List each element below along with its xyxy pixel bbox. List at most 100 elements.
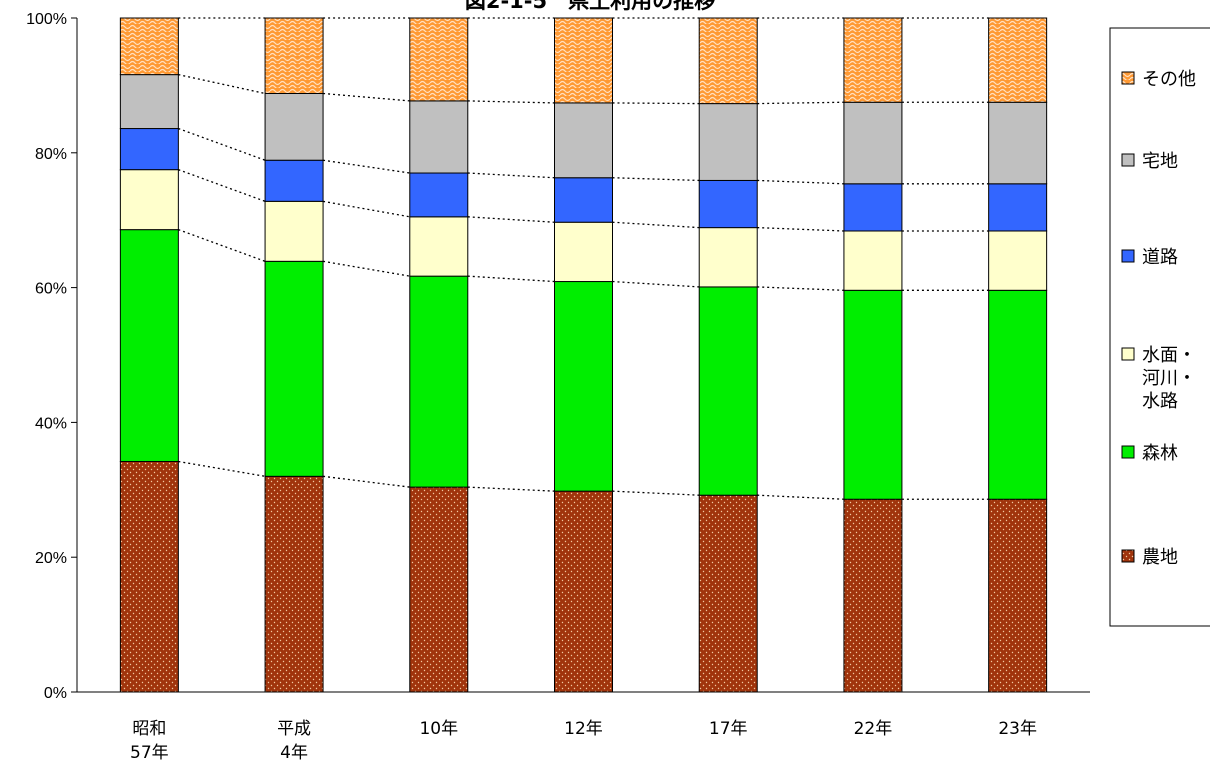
y-tick-label: 60% <box>35 281 67 298</box>
connector-line <box>757 286 844 291</box>
legend-swatch <box>1121 347 1135 361</box>
bar-segment-3-4 <box>554 221 613 283</box>
bar-segment-6-2 <box>264 17 324 94</box>
bar-segment-3-6 <box>843 230 903 291</box>
bar-segment-4-5 <box>698 179 758 229</box>
bar-segment-4-4 <box>554 177 613 223</box>
connector-line <box>322 260 410 277</box>
connector-line <box>612 280 700 288</box>
x-tick-label: 昭和 <box>132 719 166 739</box>
legend-box <box>1109 27 1210 627</box>
bar-segment-5-1 <box>119 74 179 130</box>
bar-segment-1-7 <box>988 498 1048 693</box>
connector-line <box>467 172 555 179</box>
bar-segment-3-3 <box>409 216 469 277</box>
bar-segment-5-7 <box>988 101 1048 185</box>
bar-segment-6-1 <box>119 17 179 76</box>
bar-segment-2-2 <box>264 260 324 477</box>
bar-segment-2-6 <box>843 289 903 500</box>
connector-line <box>178 229 266 262</box>
bar-segment-4-1 <box>119 128 179 171</box>
connector-line <box>757 226 844 232</box>
x-tick-label: 10年 <box>419 719 458 739</box>
bar-segment-2-5 <box>698 286 758 496</box>
legend-swatch <box>1121 549 1135 563</box>
bar-segment-6-4 <box>554 17 613 104</box>
bar-segment-6-6 <box>843 17 903 103</box>
bar-segment-5-5 <box>698 103 758 181</box>
x-tick-label: 22年 <box>854 719 893 739</box>
x-tick-label: 23年 <box>998 719 1037 739</box>
bar-segment-6-7 <box>988 17 1048 103</box>
bar-segment-1-6 <box>843 498 903 693</box>
bar-segment-3-1 <box>119 169 179 231</box>
connector-line <box>467 216 555 223</box>
legend-label: 水路 <box>1142 391 1178 412</box>
legend-label: 道路 <box>1142 247 1178 268</box>
bar-segment-3-2 <box>264 200 324 262</box>
legend-label: 河川・ <box>1142 368 1196 389</box>
bar-segment-1-2 <box>264 475 324 693</box>
bar-segment-5-4 <box>554 102 613 179</box>
connector-line <box>467 486 555 492</box>
y-tick-label: 20% <box>35 550 67 567</box>
chart-title: 図2-1-5 県土利用の推移 <box>465 0 715 13</box>
connector-line <box>612 221 700 229</box>
bar-segment-1-5 <box>698 494 758 693</box>
bar-segment-2-3 <box>409 275 469 488</box>
connector-line <box>467 275 555 283</box>
connector-line <box>178 169 266 202</box>
bar-segment-3-5 <box>698 227 758 288</box>
legend-label: 森林 <box>1142 443 1178 464</box>
connector-line <box>322 475 410 488</box>
bar-segment-2-7 <box>988 289 1048 500</box>
connector-line <box>467 100 555 104</box>
connector-line <box>612 102 700 105</box>
x-axis-labels: 昭和 57年 平成 4年 10年 12年 17年 22年 23年 <box>130 719 1037 763</box>
connector-line <box>178 73 266 95</box>
x-tick-label: 17年 <box>709 719 748 739</box>
bar-segment-4-2 <box>264 159 324 202</box>
bar-segment-3-7 <box>988 230 1048 291</box>
bar-segment-2-4 <box>554 281 613 492</box>
legend-label: 水面・ <box>1142 345 1196 366</box>
bar-stacks <box>119 17 1048 693</box>
connector-line <box>757 179 844 185</box>
bar-segment-1-1 <box>119 460 179 693</box>
chart-axes: 0% 20% 40% 60% 80% 100% <box>26 11 1090 702</box>
connector-line <box>757 494 844 500</box>
connector-line <box>322 159 410 174</box>
bar-segment-4-6 <box>843 183 903 232</box>
bar-segment-5-6 <box>843 101 903 185</box>
bar-segment-6-5 <box>698 17 758 105</box>
legend-label: 農地 <box>1142 547 1178 568</box>
x-tick-label: 4年 <box>280 743 308 763</box>
legend-swatch <box>1121 249 1135 263</box>
legend-label: 宅地 <box>1142 151 1178 172</box>
y-tick-label: 40% <box>35 415 67 432</box>
bar-segment-5-3 <box>409 100 469 174</box>
bar-segment-4-3 <box>409 172 469 218</box>
connector-line <box>323 92 410 102</box>
x-tick-label: 12年 <box>564 719 603 739</box>
connector-line <box>322 200 410 218</box>
connector-line <box>178 460 266 477</box>
connector-line <box>612 490 700 496</box>
bar-segment-5-2 <box>264 92 324 161</box>
bar-segment-2-1 <box>119 229 179 462</box>
y-tick-label: 100% <box>26 11 67 28</box>
connector-lines <box>178 17 989 500</box>
connector-line <box>612 177 700 182</box>
bar-segment-1-3 <box>409 486 469 693</box>
bar-segment-6-3 <box>409 17 469 102</box>
bar-segment-4-7 <box>988 183 1048 232</box>
legend-swatch <box>1121 445 1135 459</box>
legend-swatch <box>1121 153 1135 167</box>
x-tick-label: 平成 <box>277 719 311 739</box>
legend-label: その他 <box>1142 69 1196 90</box>
y-tick-label: 80% <box>35 146 67 163</box>
legend-swatch <box>1121 71 1135 85</box>
connector-line <box>178 127 266 161</box>
